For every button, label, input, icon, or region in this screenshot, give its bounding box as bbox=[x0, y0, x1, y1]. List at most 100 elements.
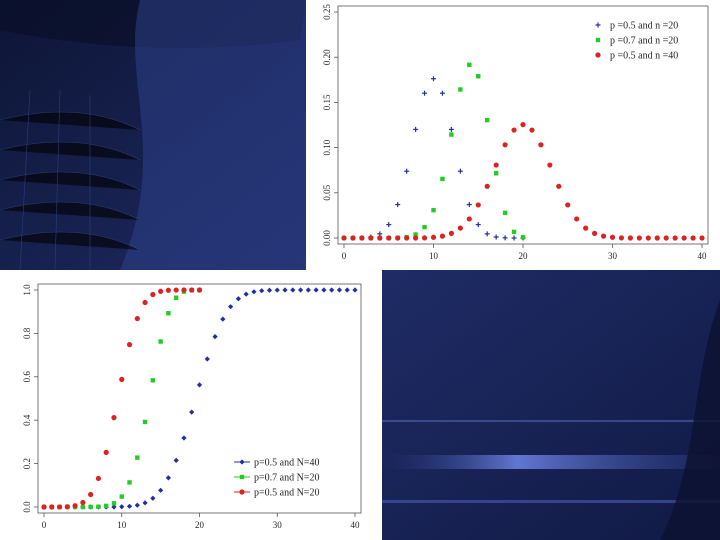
data-point bbox=[189, 409, 195, 415]
data-point bbox=[672, 235, 678, 241]
data-point bbox=[511, 127, 517, 133]
legend-label: p=0.5 and N=20 bbox=[254, 488, 319, 499]
data-point bbox=[457, 168, 463, 174]
y-tick-label: 0.10 bbox=[322, 139, 332, 155]
data-point bbox=[274, 287, 280, 293]
data-point bbox=[520, 122, 526, 128]
data-point bbox=[266, 287, 273, 293]
data-point bbox=[142, 500, 148, 506]
data-point bbox=[377, 235, 383, 241]
data-point bbox=[150, 495, 156, 501]
y-tick-label: 0.6 bbox=[22, 371, 32, 383]
data-point bbox=[350, 235, 356, 241]
data-point bbox=[493, 171, 499, 176]
pmf-chart-panel: 0 10 20 30 40 0.00 0.05 0.10 0.15 0.20 0.25 p =0.5 … bbox=[306, 0, 720, 270]
legend-marker bbox=[239, 459, 245, 465]
legend-marker bbox=[595, 52, 601, 58]
cdf-chart: 0 10 20 30 40 0.0 0.2 0.4 0.6 0.8 1.0 p=0.5 and N=4… bbox=[22, 283, 362, 530]
data-point bbox=[699, 235, 705, 241]
data-point bbox=[448, 126, 454, 132]
y-tick-label: 0.05 bbox=[322, 184, 332, 200]
data-point bbox=[368, 235, 374, 241]
data-point bbox=[654, 235, 660, 241]
series-2 bbox=[341, 122, 705, 241]
data-point bbox=[196, 382, 203, 388]
data-point bbox=[173, 287, 179, 293]
legend-label: p =0.5 and n =20 bbox=[610, 21, 678, 32]
data-point bbox=[547, 162, 553, 168]
data-point bbox=[341, 235, 347, 241]
legend-label: p =0.5 and n =40 bbox=[610, 51, 678, 62]
data-point bbox=[297, 287, 304, 293]
data-point bbox=[511, 229, 517, 235]
data-point bbox=[475, 202, 481, 208]
data-point bbox=[111, 501, 117, 506]
legend-label: p =0.7 and n =20 bbox=[610, 36, 678, 47]
data-point bbox=[467, 62, 472, 67]
data-point bbox=[290, 287, 296, 293]
data-point bbox=[457, 225, 463, 231]
data-point bbox=[104, 503, 109, 509]
x-tick-label: 0 bbox=[342, 251, 347, 261]
data-point bbox=[386, 222, 392, 228]
data-point bbox=[165, 475, 171, 481]
data-point bbox=[538, 142, 544, 148]
data-point bbox=[119, 494, 124, 499]
data-point bbox=[618, 235, 625, 241]
data-point bbox=[80, 499, 86, 506]
data-point bbox=[126, 342, 133, 348]
data-point bbox=[439, 90, 445, 96]
data-point bbox=[336, 287, 343, 293]
data-point bbox=[344, 287, 350, 293]
data-point bbox=[220, 316, 226, 322]
data-point bbox=[49, 504, 55, 510]
data-point bbox=[466, 216, 472, 222]
data-point bbox=[484, 183, 490, 189]
data-point bbox=[476, 74, 481, 79]
data-point bbox=[321, 287, 327, 293]
data-point bbox=[119, 376, 125, 382]
y-tick-label: 0.00 bbox=[322, 230, 332, 246]
data-point bbox=[484, 231, 490, 237]
x-tick-label: 30 bbox=[608, 251, 618, 261]
data-point bbox=[165, 287, 171, 293]
data-point bbox=[359, 235, 365, 241]
data-point bbox=[636, 235, 642, 241]
data-point bbox=[80, 504, 86, 510]
data-point bbox=[511, 235, 517, 241]
data-point bbox=[173, 295, 179, 300]
data-point bbox=[422, 90, 428, 96]
data-point bbox=[72, 503, 78, 509]
data-point bbox=[421, 235, 428, 241]
x-tick-label: 40 bbox=[698, 251, 708, 261]
x-tick-label: 30 bbox=[273, 520, 283, 530]
data-point bbox=[449, 132, 454, 137]
data-point bbox=[181, 435, 187, 441]
data-point bbox=[466, 202, 472, 208]
data-point bbox=[127, 480, 132, 485]
data-point bbox=[189, 287, 195, 293]
data-point bbox=[395, 235, 401, 241]
x-tick-label: 0 bbox=[42, 520, 47, 530]
data-point bbox=[56, 504, 63, 510]
data-point bbox=[96, 504, 101, 509]
series-0 bbox=[341, 76, 526, 241]
data-point bbox=[609, 234, 616, 240]
data-point bbox=[243, 291, 249, 297]
data-point bbox=[119, 504, 125, 510]
data-point bbox=[600, 233, 607, 239]
data-point bbox=[173, 457, 179, 463]
data-point bbox=[502, 142, 508, 148]
data-point bbox=[196, 287, 203, 293]
data-point bbox=[212, 334, 218, 340]
data-point bbox=[439, 233, 446, 239]
data-point bbox=[142, 299, 148, 306]
data-point bbox=[142, 419, 148, 425]
data-point bbox=[158, 487, 164, 493]
data-point bbox=[413, 232, 418, 237]
data-point bbox=[574, 216, 580, 222]
x-tick-label: 20 bbox=[519, 251, 529, 261]
data-point bbox=[565, 202, 571, 208]
x-tick-label: 10 bbox=[117, 520, 127, 530]
data-point bbox=[485, 117, 490, 123]
